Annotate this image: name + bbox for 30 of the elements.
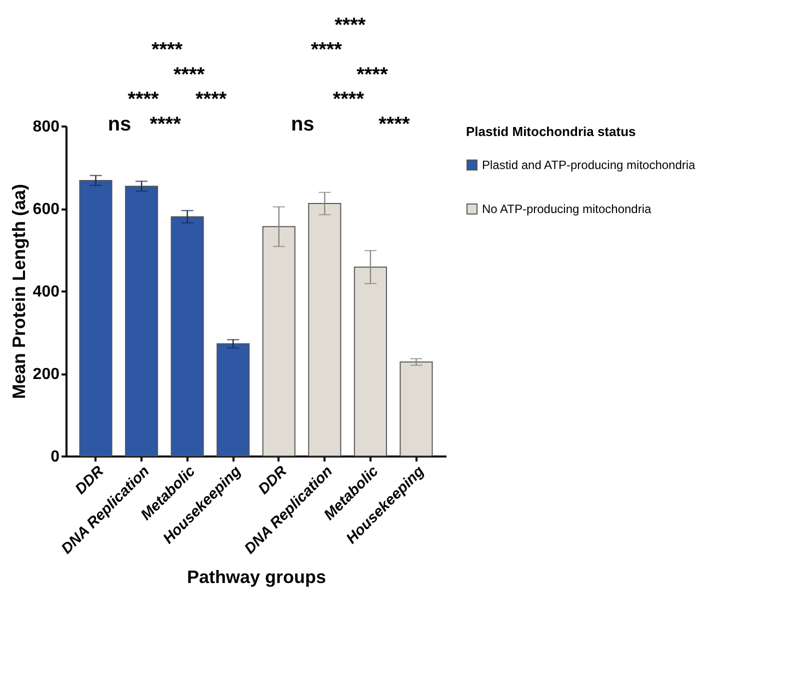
bar xyxy=(170,216,204,456)
text: **** xyxy=(310,39,342,61)
y-tick-label: 0 xyxy=(50,448,60,466)
y-axis-title: Mean Protein Length (aa) xyxy=(8,184,29,400)
text: **** xyxy=(151,39,183,61)
bar xyxy=(354,266,387,456)
text: **** xyxy=(332,88,364,110)
legend-title: Plastid Mitochondria status xyxy=(466,124,636,139)
text: **** xyxy=(128,88,160,110)
bar xyxy=(400,361,433,456)
text: **** xyxy=(173,64,205,86)
y-tick-label: 200 xyxy=(32,366,60,383)
legend-label: No ATP-producing mitochondria xyxy=(482,202,652,216)
bar xyxy=(262,226,296,456)
y-tick-label: 400 xyxy=(32,284,60,300)
x-axis-title: Pathway groups xyxy=(186,567,326,588)
bar xyxy=(125,186,158,456)
text: **** xyxy=(356,64,388,86)
bar xyxy=(79,180,112,456)
bar xyxy=(216,343,250,456)
annotation: ns xyxy=(108,113,132,136)
text: **** xyxy=(196,88,227,110)
y-tick-label: 600 xyxy=(32,201,60,218)
y-tick-label: 800 xyxy=(32,118,60,136)
annotation: **** xyxy=(378,113,410,136)
text: **** xyxy=(334,14,366,36)
bar xyxy=(308,203,342,456)
legend-label: Plastid and ATP-producing mitochondria xyxy=(482,158,696,172)
annotation: ns xyxy=(290,113,314,136)
annotation: **** xyxy=(150,113,182,136)
